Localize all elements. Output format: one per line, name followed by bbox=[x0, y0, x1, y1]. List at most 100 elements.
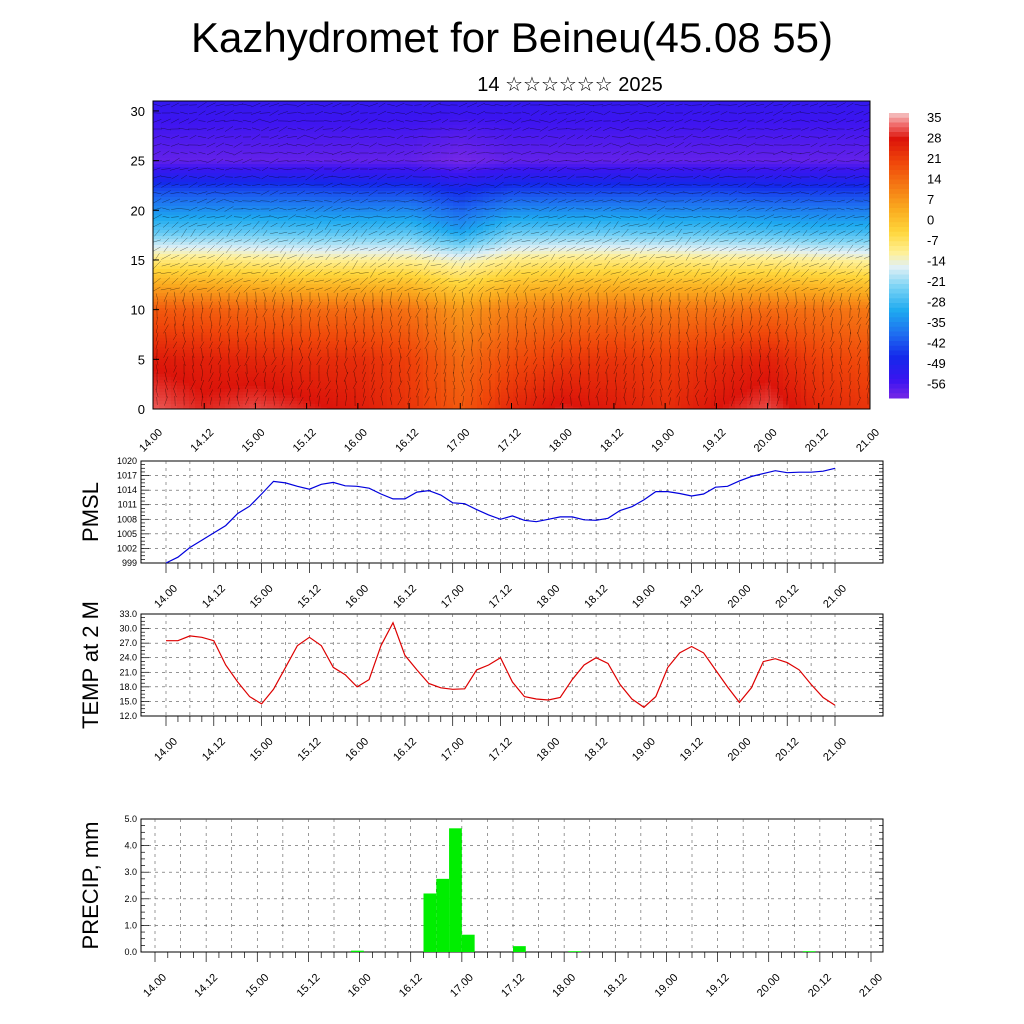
heatmap-cell bbox=[327, 191, 334, 195]
heatmap-cell bbox=[171, 329, 178, 333]
heatmap-cell bbox=[303, 383, 310, 387]
heatmap-cell bbox=[351, 260, 358, 264]
heatmap-cell bbox=[333, 326, 340, 330]
heatmap-cell bbox=[357, 278, 364, 282]
heatmap-cell bbox=[219, 110, 226, 114]
heatmap-cell bbox=[297, 278, 304, 282]
heatmap-cell bbox=[171, 209, 178, 213]
heatmap-cell bbox=[321, 101, 328, 105]
heatmap-cell bbox=[165, 116, 172, 120]
heatmap-cell bbox=[291, 224, 298, 228]
heatmap-cell bbox=[261, 377, 268, 381]
heatmap-cell bbox=[165, 371, 172, 375]
heatmap-cell bbox=[273, 290, 280, 294]
heatmap-cell bbox=[351, 389, 358, 393]
heatmap-cell bbox=[357, 215, 364, 219]
heatmap-cell bbox=[231, 200, 238, 204]
heatmap-cell bbox=[183, 254, 190, 258]
heatmap-cell bbox=[219, 125, 226, 129]
heatmap-cell bbox=[297, 281, 304, 285]
heatmap-cell bbox=[177, 209, 184, 213]
heatmap-cell bbox=[345, 224, 352, 228]
heatmap-cell bbox=[267, 290, 274, 294]
heatmap-cell bbox=[189, 179, 196, 183]
heatmap-cell bbox=[327, 368, 334, 372]
heatmap-cell bbox=[165, 374, 172, 378]
heatmap-cell bbox=[213, 392, 220, 396]
heatmap-cell bbox=[231, 299, 238, 303]
heatmap-cell bbox=[243, 242, 250, 246]
heatmap-cell bbox=[201, 395, 208, 399]
heatmap-cell bbox=[345, 191, 352, 195]
heatmap-cell bbox=[285, 242, 292, 246]
heatmap-cell bbox=[273, 128, 280, 132]
heatmap-cell bbox=[339, 125, 346, 129]
heatmap-cell bbox=[171, 110, 178, 114]
heatmap-cell bbox=[231, 392, 238, 396]
heatmap-cell bbox=[351, 173, 358, 177]
heatmap-cell bbox=[327, 239, 334, 243]
heatmap-cell bbox=[291, 197, 298, 201]
heatmap-cell bbox=[159, 302, 166, 306]
heatmap-cell bbox=[249, 344, 256, 348]
heatmap-cell bbox=[351, 239, 358, 243]
heatmap-cell bbox=[333, 311, 340, 315]
heatmap-cell bbox=[225, 119, 232, 123]
heatmap-cell bbox=[183, 128, 190, 132]
heatmap-cell bbox=[153, 302, 160, 306]
heatmap-cell bbox=[195, 353, 202, 357]
heatmap-cell bbox=[159, 233, 166, 237]
heatmap-cell bbox=[213, 368, 220, 372]
heatmap-cell bbox=[249, 233, 256, 237]
heatmap-cell bbox=[195, 368, 202, 372]
heatmap-cell bbox=[321, 203, 328, 207]
heatmap-cell bbox=[237, 320, 244, 324]
heatmap-cell bbox=[177, 122, 184, 126]
heatmap-cell bbox=[213, 218, 220, 222]
heatmap-cell bbox=[255, 113, 262, 117]
heatmap-cell bbox=[231, 116, 238, 120]
heatmap-cell bbox=[189, 134, 196, 138]
heatmap-cell bbox=[195, 134, 202, 138]
heatmap-cell bbox=[273, 152, 280, 156]
heatmap-cell bbox=[201, 302, 208, 306]
heatmap-cell bbox=[153, 110, 160, 114]
heatmap-cell bbox=[153, 221, 160, 225]
heatmap-cell bbox=[243, 254, 250, 258]
heatmap-cell bbox=[357, 116, 364, 120]
heatmap-cell bbox=[249, 182, 256, 186]
heatmap-cell bbox=[333, 236, 340, 240]
heatmap-cell bbox=[273, 332, 280, 336]
heatmap-cell bbox=[339, 254, 346, 258]
heatmap-cell bbox=[273, 398, 280, 402]
heatmap-cell bbox=[255, 206, 262, 210]
heatmap-cell bbox=[183, 329, 190, 333]
heatmap-cell bbox=[159, 182, 166, 186]
heatmap-cell bbox=[279, 287, 286, 291]
heatmap-cell bbox=[195, 380, 202, 384]
heatmap-cell bbox=[345, 290, 352, 294]
heatmap-cell bbox=[171, 188, 178, 192]
heatmap-cell bbox=[159, 209, 166, 213]
heatmap-cell bbox=[351, 341, 358, 345]
heatmap-cell bbox=[327, 383, 334, 387]
heatmap-cell bbox=[249, 332, 256, 336]
heatmap-cell bbox=[273, 347, 280, 351]
heatmap-cell bbox=[303, 239, 310, 243]
heatmap-cell bbox=[249, 101, 256, 105]
heatmap-cell bbox=[159, 362, 166, 366]
heatmap-cell bbox=[315, 188, 322, 192]
heatmap-cell bbox=[351, 116, 358, 120]
heatmap-cell bbox=[165, 158, 172, 162]
heatmap-cell bbox=[297, 185, 304, 189]
heatmap-cell bbox=[171, 182, 178, 186]
heatmap-cell bbox=[303, 389, 310, 393]
heatmap-cell bbox=[279, 101, 286, 105]
heatmap-cell bbox=[183, 140, 190, 144]
heatmap-cell bbox=[351, 278, 358, 282]
heatmap-cell bbox=[321, 146, 328, 150]
heatmap-cell bbox=[345, 194, 352, 198]
heatmap-cell bbox=[333, 161, 340, 165]
heatmap-cell bbox=[345, 152, 352, 156]
heatmap-cell bbox=[315, 113, 322, 117]
